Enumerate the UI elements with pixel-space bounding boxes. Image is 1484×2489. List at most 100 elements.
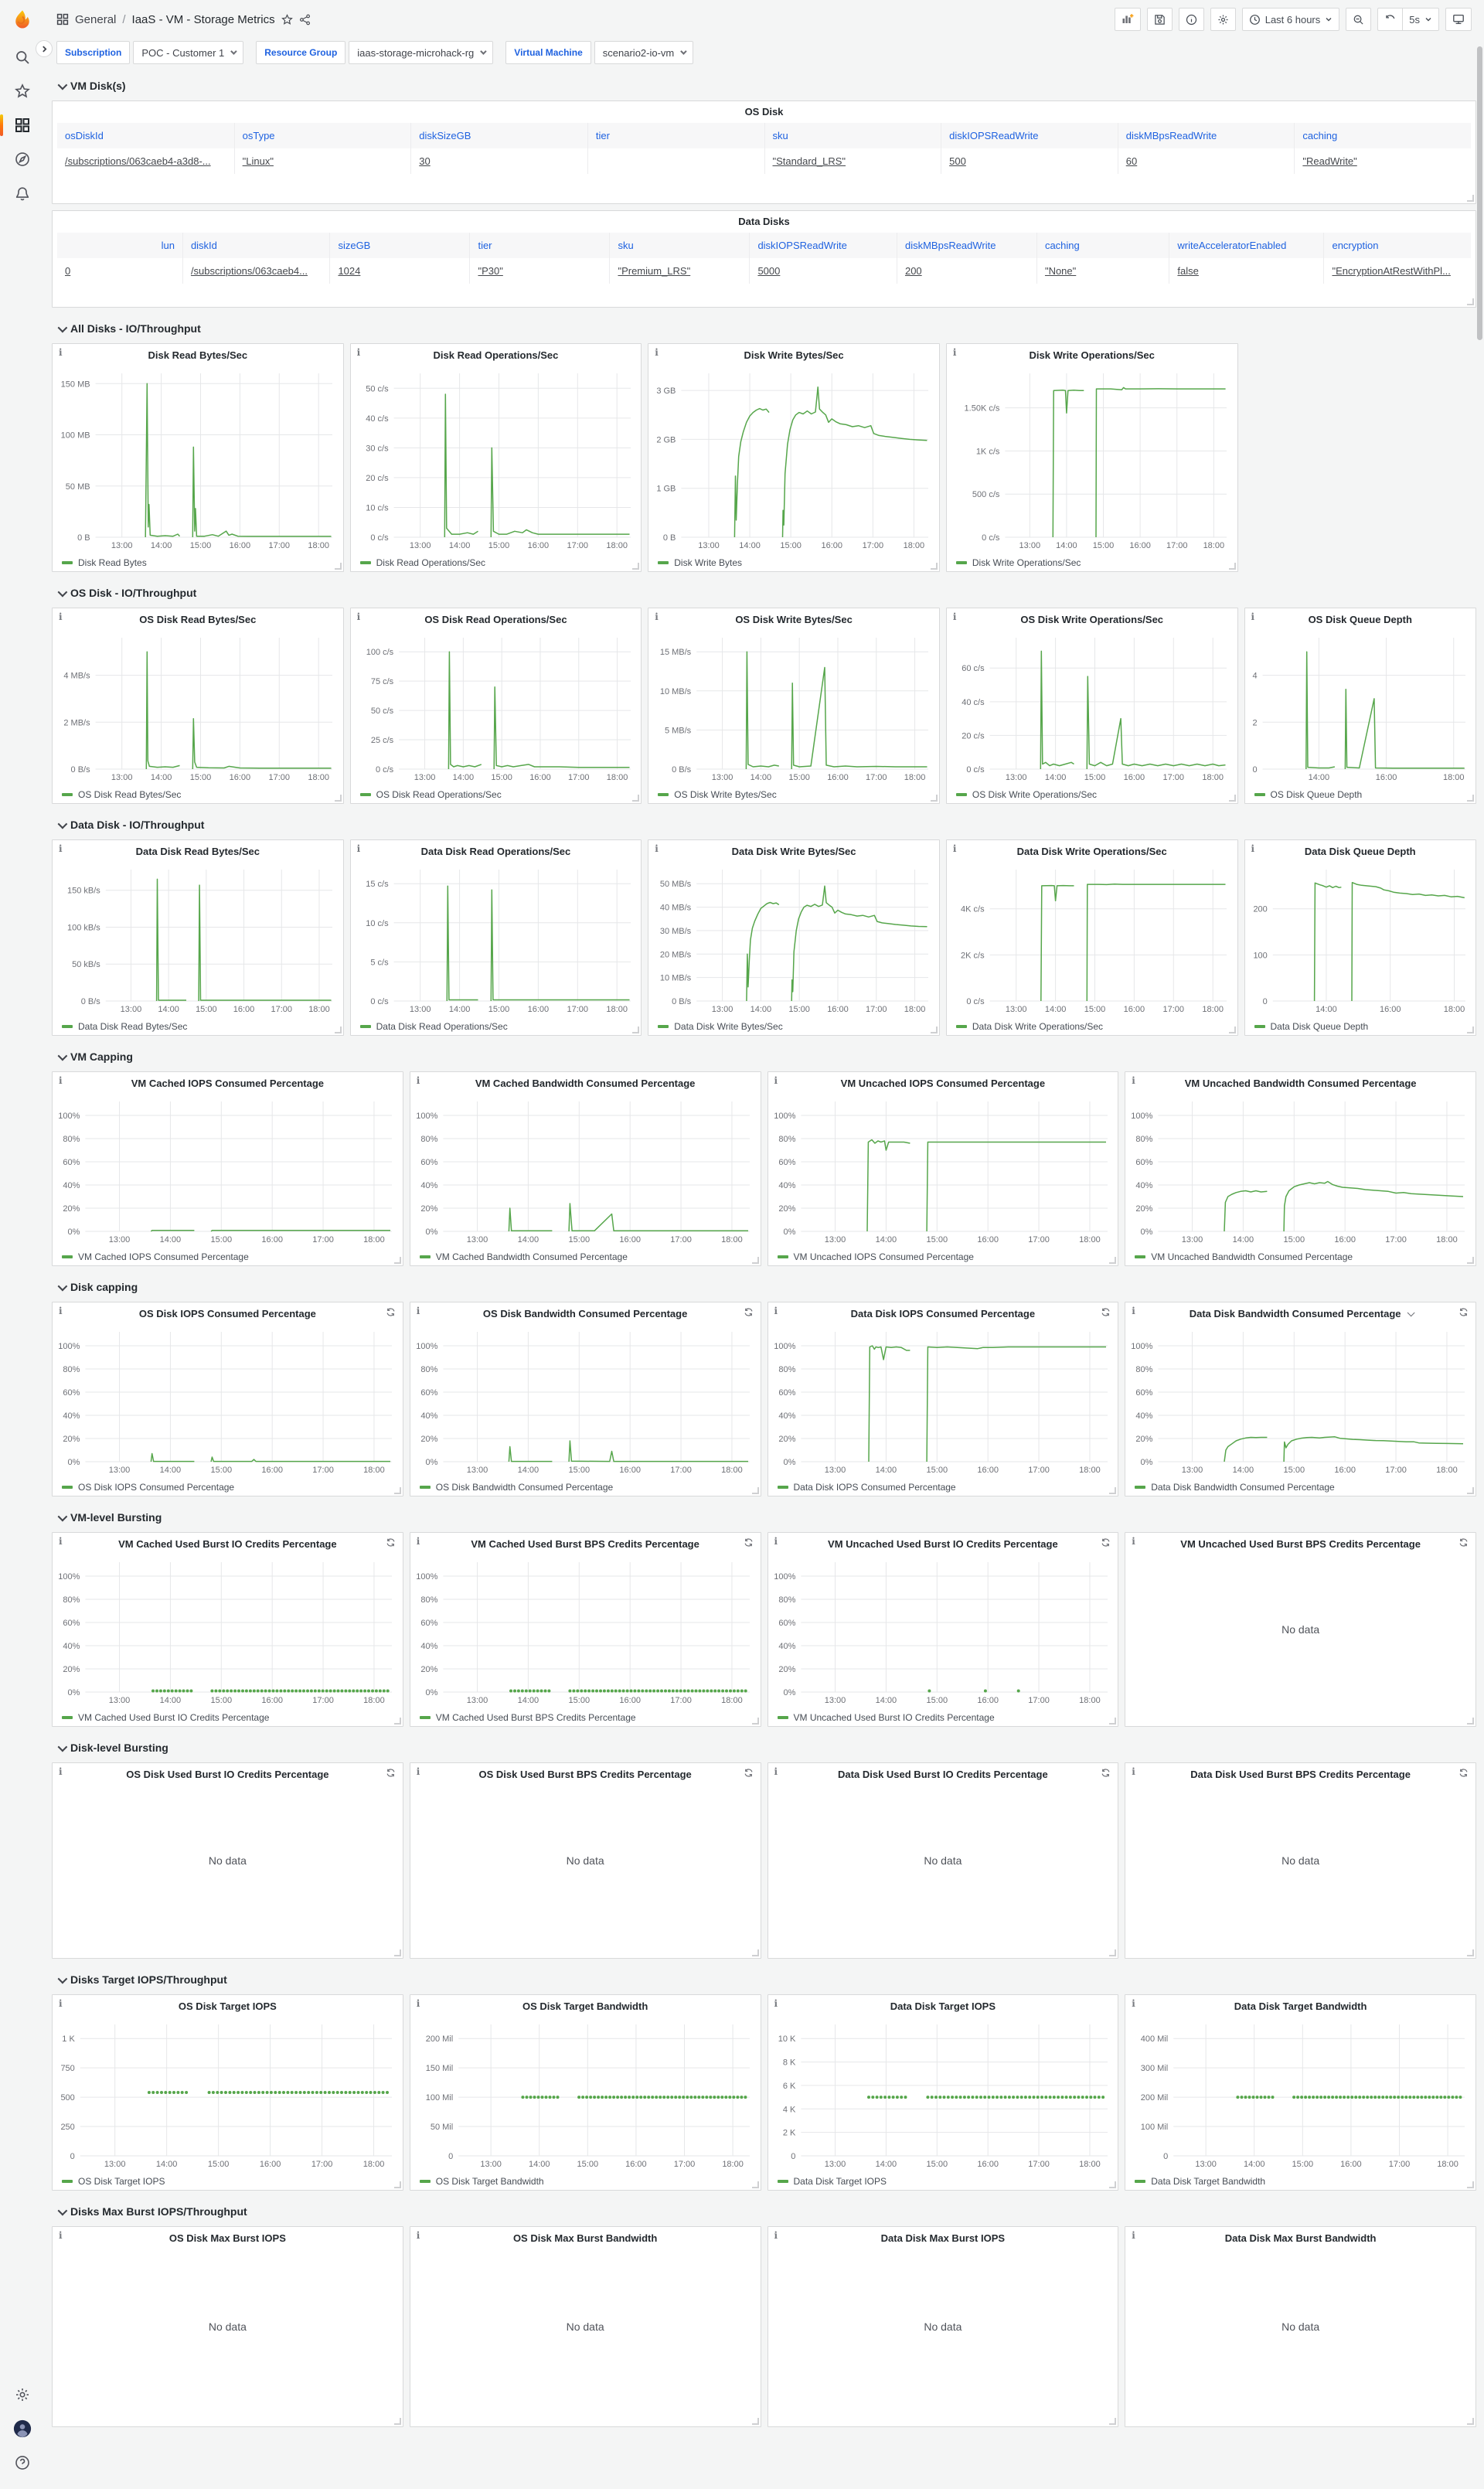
panel-legend[interactable]: VM Cached IOPS Consumed Percentage: [62, 1251, 249, 1262]
column-header[interactable]: caching: [1294, 123, 1471, 148]
table-cell-link[interactable]: /subscriptions/063caeb4...: [190, 265, 308, 277]
table-title[interactable]: Data Disks: [738, 216, 790, 227]
panel-chart-area[interactable]: 13:00 14:00 15:00 16:00 17:00 18:00 0 B 50 MB 10…: [56, 367, 339, 553]
table-cell-link[interactable]: 60: [1125, 155, 1138, 167]
table-cell-link[interactable]: "EncryptionAtRestWithPl...: [1332, 265, 1451, 277]
panel-title[interactable]: OS Disk Write Bytes/Sec: [735, 614, 853, 625]
sidebar-expand-button[interactable]: [36, 40, 53, 57]
section-header-disks-target-iops-throughput[interactable]: Disks Target IOPS/Throughput: [52, 1965, 1476, 1994]
panel-legend[interactable]: VM Uncached IOPS Consumed Percentage: [777, 1251, 974, 1262]
panel-chart-area[interactable]: 13:00 14:00 15:00 16:00 17:00 18:00 0 B 1 GB 2 G…: [652, 367, 934, 553]
panel-chart-area[interactable]: 13:00 14:00 15:00 16:00 17:00 18:00 0% 20% 40% 60…: [414, 1326, 756, 1477]
panel-title[interactable]: Disk Read Bytes/Sec: [148, 349, 248, 361]
starred-icon[interactable]: [0, 74, 44, 108]
panel-legend[interactable]: OS Disk Write Operations/Sec: [955, 789, 1097, 800]
panel-title[interactable]: OS Disk Queue Depth: [1308, 614, 1412, 625]
panel-chart-area[interactable]: 13:00 14:00 15:00 16:00 17:00 18:00 0% 20% 40% 60…: [1128, 1095, 1471, 1247]
panel-chart-area[interactable]: 13:00 14:00 15:00 16:00 17:00 18:00 0% 20% 40% 60…: [771, 1095, 1114, 1247]
panel-title[interactable]: Data Disk Max Burst Bandwidth: [1224, 2232, 1377, 2244]
panel-chart-area[interactable]: 13:00 14:00 15:00 16:00 17:00 18:00 0 2 K 4 K 6 K…: [771, 2018, 1114, 2171]
search-icon[interactable]: [0, 40, 44, 74]
panel-title[interactable]: OS Disk Target IOPS: [178, 2000, 277, 2012]
panel-title[interactable]: OS Disk Bandwidth Consumed Percentage: [482, 1308, 688, 1319]
page-scrollbar[interactable]: [1477, 46, 1482, 340]
column-header[interactable]: diskId: [182, 233, 330, 258]
panel-chart-area[interactable]: 13:00 14:00 15:00 16:00 17:00 18:00 0 c/s 25 c/…: [354, 632, 637, 785]
column-header[interactable]: diskMBpsReadWrite: [896, 233, 1036, 258]
column-header[interactable]: sku: [764, 123, 941, 148]
panel-refresh-icon[interactable]: [744, 1537, 754, 1551]
panel-legend[interactable]: Disk Write Operations/Sec: [955, 557, 1081, 568]
panel-title[interactable]: Data Disk Bandwidth Consumed Percentage: [1149, 1308, 1452, 1319]
share-icon[interactable]: [299, 14, 311, 26]
column-header[interactable]: sku: [609, 233, 749, 258]
panel-chart-area[interactable]: 13:00 14:00 15:00 16:00 17:00 18:00 0 B/s 10 MB…: [652, 863, 934, 1016]
column-header[interactable]: diskIOPSReadWrite: [941, 123, 1118, 148]
panel-chart-area[interactable]: 13:00 14:00 15:00 16:00 17:00 18:00 0 B/s 5 MB/…: [652, 632, 934, 785]
table-cell-link[interactable]: false: [1177, 265, 1199, 277]
panel-title[interactable]: Data Disk Target Bandwidth: [1234, 2000, 1367, 2012]
panel-chart-area[interactable]: 13:00 14:00 15:00 16:00 17:00 18:00 0 c/s 5 c/s…: [354, 863, 637, 1016]
panel-chart-area[interactable]: 13:00 14:00 15:00 16:00 17:00 18:00 0 c/s 10 c/…: [354, 367, 637, 553]
panel-chart-area[interactable]: 14:00 16:00 18:00 0 2 4: [1248, 632, 1472, 785]
column-header[interactable]: sizeGB: [329, 233, 469, 258]
panel-title[interactable]: Data Disk IOPS Consumed Percentage: [850, 1308, 1036, 1319]
section-header-disk-capping[interactable]: Disk capping: [52, 1272, 1476, 1302]
column-header[interactable]: osType: [233, 123, 411, 148]
panel-legend[interactable]: OS Disk Bandwidth Consumed Percentage: [419, 1482, 613, 1493]
panel-chart-area[interactable]: 13:00 14:00 15:00 16:00 17:00 18:00 0% 20% 40% 60…: [414, 1095, 756, 1247]
panel-legend[interactable]: OS Disk Read Bytes/Sec: [62, 789, 181, 800]
panel-refresh-icon[interactable]: [1101, 1768, 1111, 1782]
panel-title[interactable]: Data Disk Max Burst IOPS: [880, 2232, 1006, 2244]
panel-title[interactable]: Data Disk Write Bytes/Sec: [731, 846, 856, 857]
add-panel-button[interactable]: [1114, 8, 1141, 31]
panel-legend[interactable]: OS Disk Write Bytes/Sec: [658, 789, 777, 800]
section-header-data-disk-io-throughput[interactable]: Data Disk - IO/Throughput: [52, 810, 1476, 839]
section-header-vm-capping[interactable]: VM Capping: [52, 1042, 1476, 1071]
panel-chart-area[interactable]: 13:00 14:00 15:00 16:00 17:00 18:00 0% 20% 40% 60…: [414, 1556, 756, 1708]
panel-legend[interactable]: Disk Write Bytes: [658, 557, 742, 568]
panel-legend[interactable]: Disk Read Bytes: [62, 557, 147, 568]
panel-title[interactable]: Data Disk Read Bytes/Sec: [135, 846, 260, 857]
panel-chart-area[interactable]: 14:00 16:00 18:00 0 100 200: [1248, 863, 1472, 1016]
panel-title[interactable]: VM Uncached IOPS Consumed Percentage: [840, 1078, 1046, 1089]
panel-title[interactable]: OS Disk Max Burst Bandwidth: [512, 2232, 658, 2244]
refresh-button[interactable]: [1377, 8, 1403, 31]
panel-title[interactable]: OS Disk Write Operations/Sec: [1020, 614, 1164, 625]
section-header-vm-disk-s-[interactable]: VM Disk(s): [52, 71, 1476, 100]
table-cell-link[interactable]: "P30": [478, 265, 503, 277]
panel-refresh-icon[interactable]: [386, 1307, 396, 1321]
column-header[interactable]: osDiskId: [65, 130, 104, 141]
column-header[interactable]: writeAcceleratorEnabled: [1169, 233, 1323, 258]
panel-legend[interactable]: VM Cached Used Burst BPS Credits Percent…: [419, 1712, 636, 1723]
panel-refresh-icon[interactable]: [744, 1307, 754, 1321]
star-icon[interactable]: [281, 13, 293, 26]
panel-refresh-icon[interactable]: [386, 1537, 396, 1551]
section-header-all-disks-io-throughput[interactable]: All Disks - IO/Throughput: [52, 314, 1476, 343]
panel-chart-area[interactable]: 13:00 14:00 15:00 16:00 17:00 18:00 0% 20% 40% 60…: [1128, 1326, 1471, 1477]
panel-refresh-icon[interactable]: [744, 1768, 754, 1782]
column-header[interactable]: encryption: [1323, 233, 1471, 258]
table-cell-link[interactable]: "Standard_LRS": [772, 155, 846, 167]
column-header[interactable]: diskIOPSReadWrite: [749, 233, 897, 258]
variable-virtual-machine-value[interactable]: scenario2-io-vm: [594, 41, 694, 64]
section-header-vm-level-bursting[interactable]: VM-level Bursting: [52, 1503, 1476, 1532]
panel-legend[interactable]: OS Disk Queue Depth: [1254, 789, 1362, 800]
panel-legend[interactable]: Data Disk Write Operations/Sec: [955, 1021, 1103, 1032]
table-cell-link[interactable]: "ReadWrite": [1302, 155, 1357, 167]
table-cell-link[interactable]: 30: [419, 155, 431, 167]
section-header-os-disk-io-throughput[interactable]: OS Disk - IO/Throughput: [52, 578, 1476, 608]
column-header[interactable]: tier: [469, 233, 609, 258]
breadcrumb-folder[interactable]: General: [75, 12, 117, 26]
panel-title[interactable]: Disk Write Operations/Sec: [1029, 349, 1155, 361]
panel-legend[interactable]: VM Cached Bandwidth Consumed Percentage: [419, 1251, 628, 1262]
table-cell-link[interactable]: 5000: [757, 265, 781, 277]
save-dashboard-button[interactable]: [1146, 8, 1173, 31]
configuration-gear-icon[interactable]: [0, 2378, 44, 2412]
table-cell-link[interactable]: 500: [949, 155, 966, 167]
panel-title[interactable]: OS Disk Max Burst IOPS: [168, 2232, 286, 2244]
panel-title[interactable]: Disk Write Bytes/Sec: [744, 349, 844, 361]
panel-chart-area[interactable]: 13:00 14:00 15:00 16:00 17:00 18:00 0 B/s 2 MB/…: [56, 632, 339, 785]
panel-chart-area[interactable]: 13:00 14:00 15:00 16:00 17:00 18:00 0 c/s 500 c…: [950, 367, 1233, 553]
explore-icon[interactable]: [0, 142, 44, 176]
